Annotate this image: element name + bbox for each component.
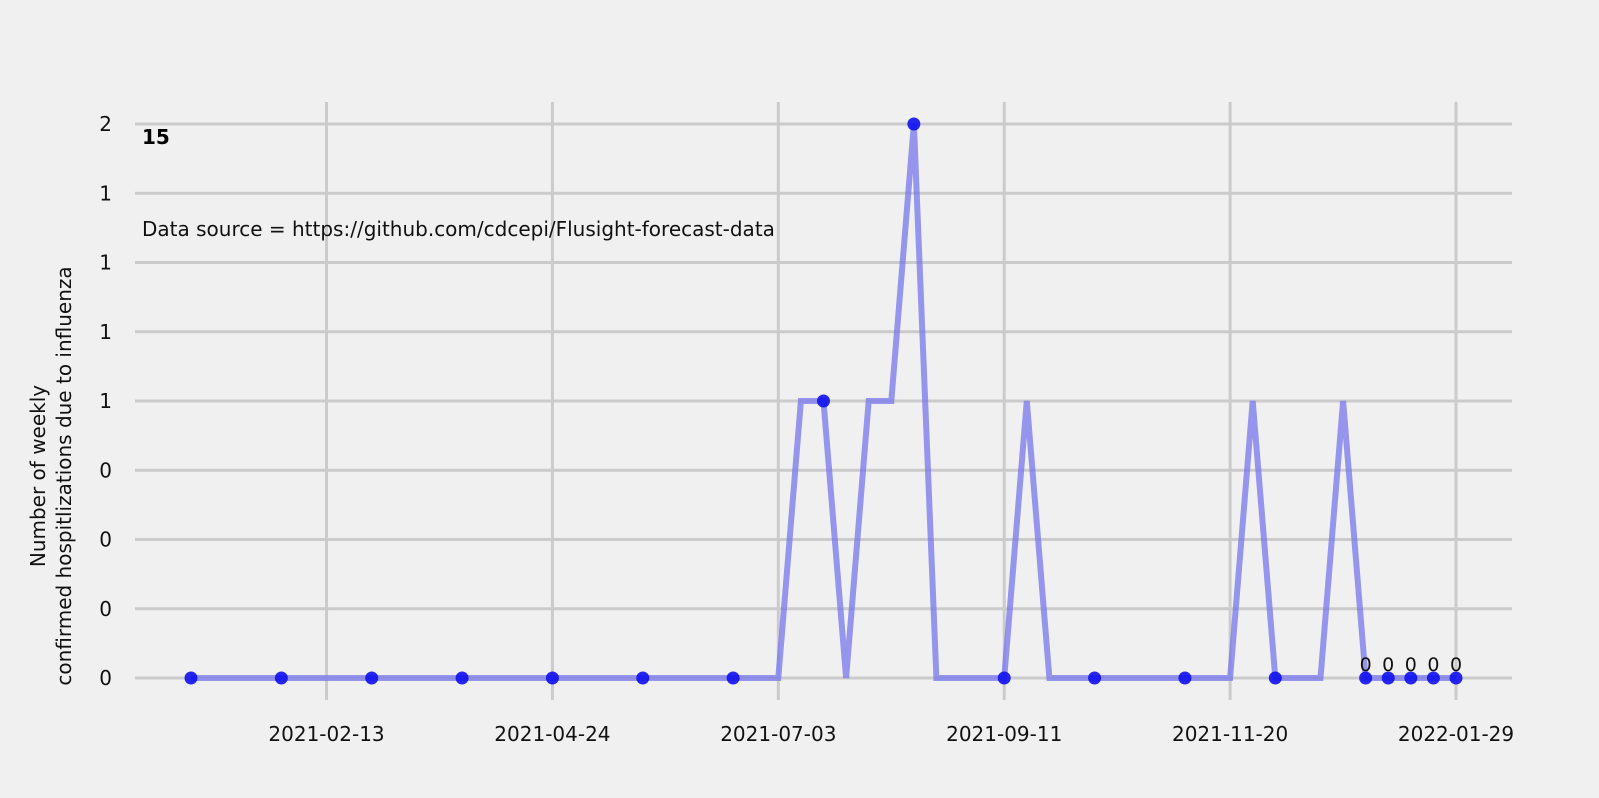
data-point: [545, 671, 559, 685]
data-point: [1381, 671, 1395, 685]
data-point: [455, 671, 469, 685]
x-tick-label: 2021-04-24: [494, 722, 610, 746]
x-tick-labels: 2021-02-13 2021-04-24 2021-07-03 2021-09-11…: [268, 722, 1514, 746]
y-tick-label: 0: [99, 666, 112, 690]
data-point: [274, 671, 288, 685]
y-tick-label: 2: [99, 112, 112, 136]
data-label: 0: [1405, 654, 1417, 676]
data-label: 0: [1427, 654, 1439, 676]
data-point: [726, 671, 740, 685]
data-point: [1404, 671, 1418, 685]
x-tick-label: 2021-07-03: [720, 722, 836, 746]
x-tick-label: 2021-09-11: [946, 722, 1062, 746]
x-tick-label: 2021-02-13: [268, 722, 384, 746]
data-point: [1449, 671, 1463, 685]
y-tick-labels: 0 0 0 0 1 1 1 1 2: [99, 112, 112, 690]
data-point: [1088, 671, 1102, 685]
data-label: 0: [1450, 654, 1462, 676]
grid-lines: [135, 102, 1512, 700]
y-axis-title: Number of weekly confirmed hospitlizatio…: [26, 266, 76, 685]
x-tick-label: 2022-01-29: [1398, 722, 1514, 746]
data-label: 0: [1382, 654, 1394, 676]
y-tick-label: 1: [99, 181, 112, 205]
annotation-number: 15: [142, 125, 170, 149]
y-tick-label: 0: [99, 597, 112, 621]
data-point: [365, 671, 379, 685]
data-point: [1178, 671, 1192, 685]
y-tick-label: 0: [99, 458, 112, 482]
annotation-source: Data source = https://github.com/cdcepi/…: [142, 217, 775, 241]
y-tick-label: 1: [99, 389, 112, 413]
data-point: [1426, 671, 1440, 685]
y-tick-label: 0: [99, 528, 112, 552]
points-layer: [184, 117, 1463, 685]
data-point: [184, 671, 198, 685]
data-label: 0: [1360, 654, 1372, 676]
data-point: [817, 394, 830, 408]
y-tick-label: 1: [99, 320, 112, 344]
data-point: [997, 671, 1011, 685]
data-point: [636, 671, 650, 685]
y-tick-label: 1: [99, 251, 112, 275]
data-point: [1268, 671, 1282, 685]
y-axis-title-line2: confirmed hospitlizations due to influen…: [52, 266, 76, 685]
x-tick-label: 2021-11-20: [1172, 722, 1288, 746]
y-axis-title-line1: Number of weekly: [26, 385, 50, 567]
data-point: [1359, 671, 1373, 685]
data-point: [907, 117, 921, 131]
